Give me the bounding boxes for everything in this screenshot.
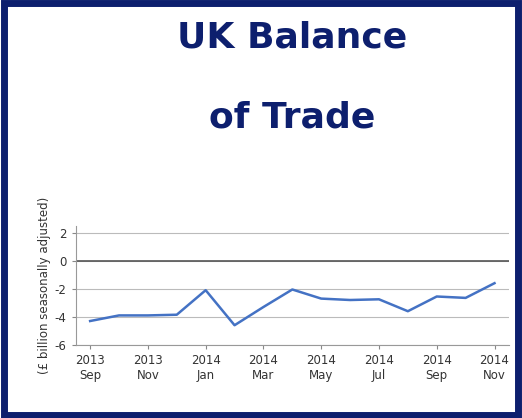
Text: UK Balance: UK Balance [177, 21, 408, 55]
Text: of Trade: of Trade [209, 100, 375, 134]
Y-axis label: (£ billion seasonally adjusted): (£ billion seasonally adjusted) [38, 196, 51, 374]
